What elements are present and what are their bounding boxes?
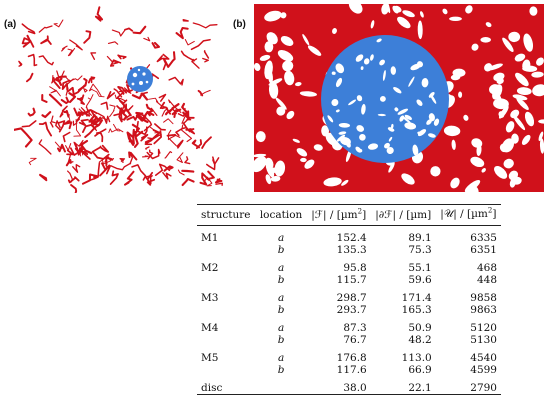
cell-structure: M3	[201, 292, 219, 304]
cell-area: 95.8	[343, 262, 367, 274]
cell-structure	[197, 364, 255, 376]
cell-perimeter: 22.1	[408, 382, 432, 394]
cell-area: 117.6	[336, 364, 367, 376]
cell-location: a	[277, 322, 285, 334]
cell-location: a	[277, 352, 285, 364]
table-row: disc 38.0 22.1 2790	[197, 376, 501, 395]
cell-structure: M5	[201, 352, 219, 364]
panel-a-label: (a)	[4, 19, 17, 30]
cell-u-area: 448	[476, 274, 497, 286]
cell-perimeter: 66.9	[408, 364, 432, 376]
cell-u-area: 5120	[470, 322, 497, 334]
header-area: |ℱ| / [µm2]	[311, 207, 367, 221]
cell-structure: M2	[201, 262, 219, 274]
panel-b-label: (b)	[233, 19, 246, 30]
cell-structure	[197, 274, 255, 286]
cell-perimeter: 48.2	[408, 334, 432, 346]
cell-perimeter: 75.3	[408, 244, 432, 256]
cell-perimeter: 89.1	[408, 232, 432, 244]
cell-structure: M4	[201, 322, 219, 334]
cell-structure	[197, 244, 255, 256]
table-row: b 115.7 59.6 448	[197, 274, 501, 286]
cell-location: b	[277, 304, 285, 316]
cell-area: 135.3	[336, 244, 367, 256]
panel-a-network-render	[14, 6, 224, 193]
table-row: M4 a 87.3 50.9 5120	[197, 316, 501, 334]
cell-u-area: 6335	[470, 232, 497, 244]
cell-area: 115.7	[336, 274, 367, 286]
cell-location: b	[277, 274, 285, 286]
cell-structure: disc	[201, 382, 223, 394]
cell-location: b	[277, 334, 285, 346]
cell-location: a	[277, 232, 285, 244]
cell-u-area: 4599	[470, 364, 497, 376]
header-location: location	[259, 208, 303, 221]
cell-perimeter: 165.3	[401, 304, 432, 316]
cell-structure	[197, 334, 255, 346]
cell-area: 176.8	[336, 352, 367, 364]
cell-perimeter: 50.9	[408, 322, 432, 334]
cell-perimeter: 113.0	[401, 352, 432, 364]
header-u-area: |𝒰| / [µm2]	[440, 206, 497, 220]
cell-area: 76.7	[343, 334, 367, 346]
table-row: M1 a 152.4 89.1 6335	[197, 226, 501, 245]
cell-perimeter: 55.1	[408, 262, 432, 274]
cell-location: a	[277, 262, 285, 274]
table-row: M3 a 298.7 171.4 9858	[197, 286, 501, 304]
table-row: b 117.6 66.9 4599	[197, 364, 501, 376]
cell-structure: M1	[201, 232, 219, 244]
panel-b-zoom-render	[254, 4, 544, 192]
panel-b-disc	[321, 35, 449, 163]
cell-u-area: 4540	[470, 352, 497, 364]
cell-area: 293.7	[336, 304, 367, 316]
cell-u-area: 9858	[470, 292, 497, 304]
cell-u-area: 468	[476, 262, 497, 274]
table-header-row: structure location |ℱ| / [µm2] |∂ℱ| / [µ…	[197, 204, 501, 226]
table-row: M2 a 95.8 55.1 468	[197, 256, 501, 274]
table-row: b 293.7 165.3 9863	[197, 304, 501, 316]
cell-u-area: 9863	[470, 304, 497, 316]
header-structure: structure	[201, 208, 251, 221]
cell-location: b	[277, 364, 285, 376]
cell-area: 298.7	[336, 292, 367, 304]
table-row: b 135.3 75.3 6351	[197, 244, 501, 256]
cell-u-area: 5130	[470, 334, 497, 346]
panel-a-disc	[127, 66, 153, 92]
cell-perimeter: 171.4	[401, 292, 432, 304]
results-table: structure location |ℱ| / [µm2] |∂ℱ| / [µ…	[197, 204, 501, 395]
cell-perimeter: 59.6	[408, 274, 432, 286]
table-row: M5 a 176.8 113.0 4540	[197, 346, 501, 364]
cell-area: 87.3	[343, 322, 367, 334]
cell-structure	[197, 304, 255, 316]
cell-location	[255, 376, 306, 395]
cell-area: 152.4	[336, 232, 367, 244]
table-row: b 76.7 48.2 5130	[197, 334, 501, 346]
cell-u-area: 2790	[470, 382, 497, 394]
cell-location: a	[277, 292, 285, 304]
cell-u-area: 6351	[470, 244, 497, 256]
cell-area: 38.0	[343, 382, 367, 394]
cell-location: b	[277, 244, 285, 256]
header-perimeter: |∂ℱ| / [µm]	[375, 208, 432, 221]
